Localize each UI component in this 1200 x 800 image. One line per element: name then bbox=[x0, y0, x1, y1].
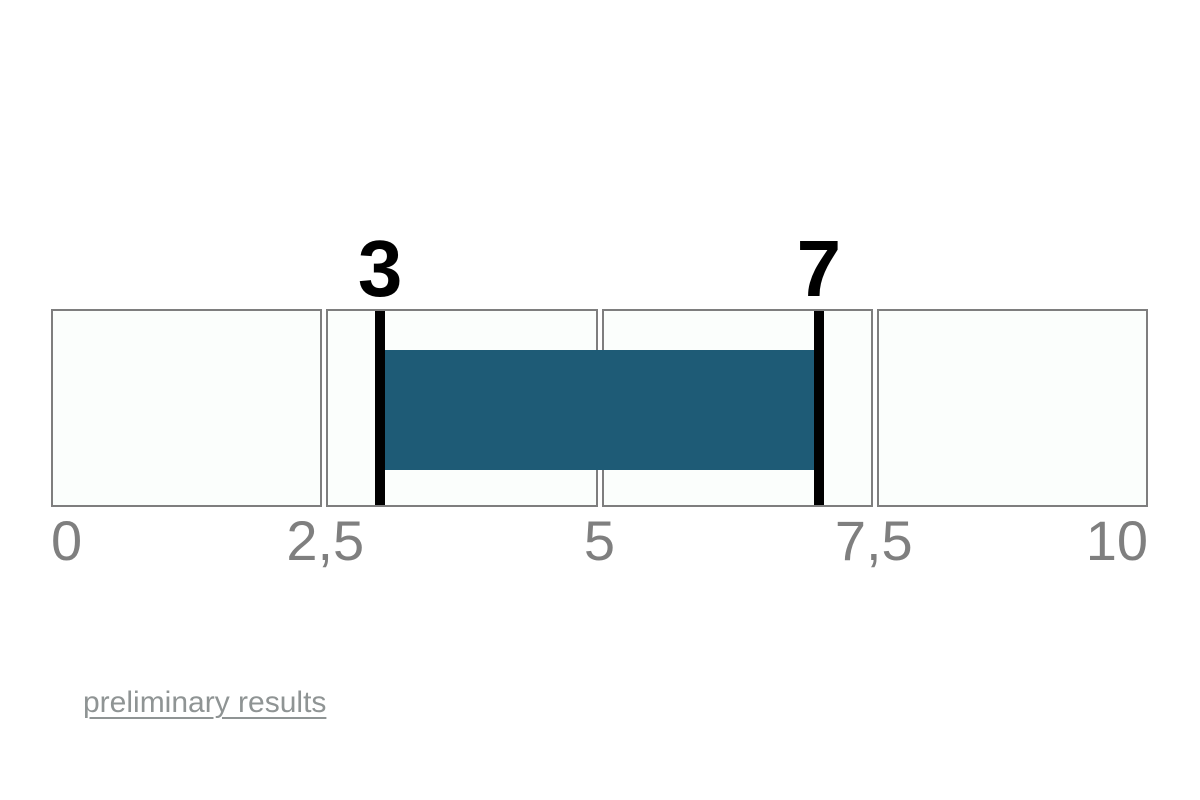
x-axis-tick-label: 5 bbox=[583, 509, 616, 572]
x-axis-tick-label: 7,5 bbox=[834, 509, 913, 572]
range-end-value-label: 7 bbox=[796, 224, 842, 313]
range-start-marker bbox=[375, 311, 386, 505]
x-axis-tick-label: 10 bbox=[1085, 509, 1148, 572]
range-chart: 3 7 0 2,5 5 7,5 10 bbox=[51, 229, 1148, 569]
x-axis: 0 2,5 5 7,5 10 bbox=[51, 513, 1148, 593]
x-axis-tick-label: 0 bbox=[51, 509, 83, 572]
range-start-value-label: 3 bbox=[357, 224, 403, 313]
scale-segment bbox=[51, 309, 323, 507]
range-bar bbox=[385, 350, 814, 470]
range-end-marker bbox=[813, 311, 824, 505]
x-axis-tick-label: 2,5 bbox=[286, 509, 365, 572]
preliminary-results-link[interactable]: preliminary results bbox=[83, 686, 327, 719]
scale-segment bbox=[876, 309, 1148, 507]
